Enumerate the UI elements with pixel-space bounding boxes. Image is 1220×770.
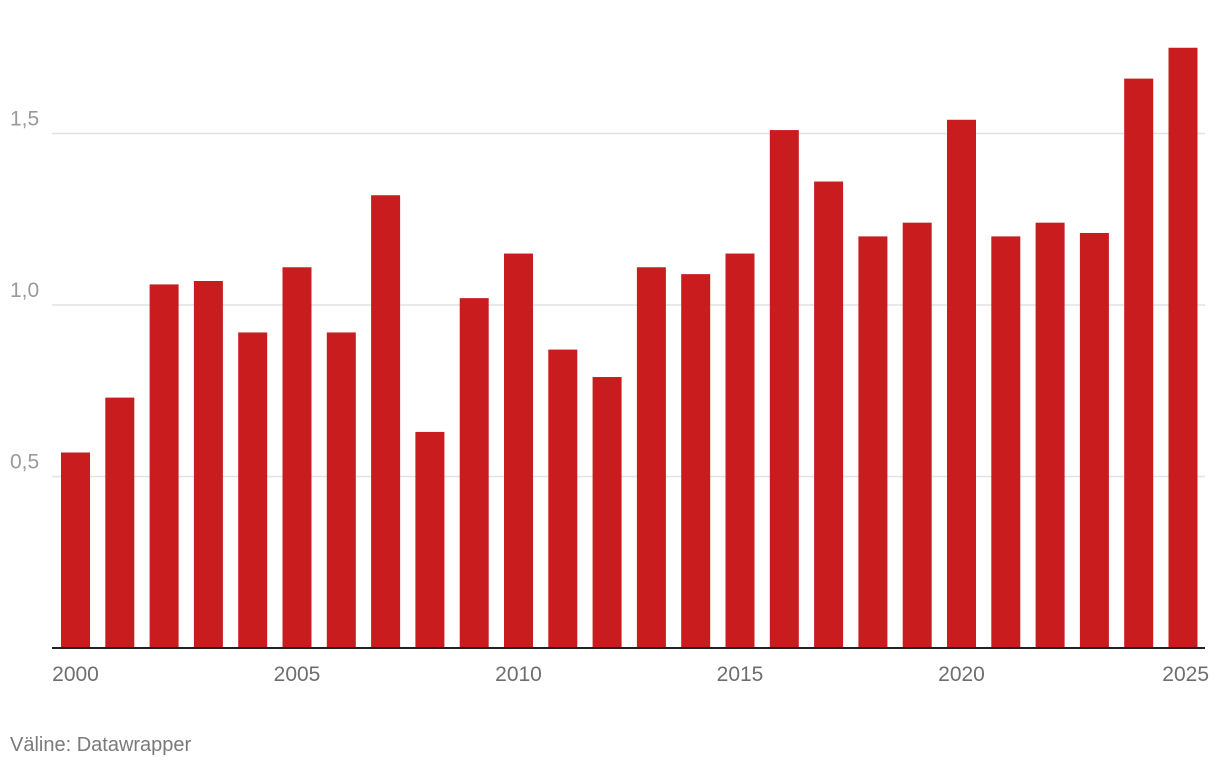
bar bbox=[371, 195, 401, 649]
x-tick-label: 2020 bbox=[938, 663, 985, 686]
x-tick-label: 2015 bbox=[717, 663, 764, 686]
bar bbox=[105, 397, 135, 648]
bar bbox=[1035, 222, 1065, 648]
bar bbox=[1168, 47, 1198, 648]
x-tick-label: 2005 bbox=[274, 663, 321, 686]
y-tick-label: 1,0 bbox=[10, 279, 39, 302]
bar bbox=[814, 181, 844, 648]
bar bbox=[149, 284, 179, 648]
bar bbox=[592, 377, 622, 648]
bar bbox=[459, 298, 489, 648]
bar bbox=[725, 253, 755, 649]
bar bbox=[282, 267, 312, 648]
x-tick-label: 2000 bbox=[52, 663, 99, 686]
bar bbox=[636, 267, 666, 648]
bar bbox=[858, 236, 888, 648]
bar bbox=[1079, 232, 1109, 648]
bar bbox=[1124, 78, 1154, 649]
bar-chart: 0,5 1,0 1,5 2000 2005 2010 2015 2020 2025 bbox=[10, 47, 1209, 686]
bar bbox=[193, 280, 223, 648]
bar bbox=[947, 119, 976, 648]
x-tick-label: 2010 bbox=[495, 663, 542, 686]
y-tick-label: 0,5 bbox=[10, 451, 39, 474]
y-tick-label: 1,5 bbox=[10, 108, 39, 131]
bar bbox=[61, 452, 90, 648]
source-note: Väline: Datawrapper bbox=[10, 734, 192, 756]
x-tick-label: 2025 bbox=[1162, 663, 1209, 686]
bar bbox=[681, 274, 711, 648]
bar bbox=[902, 222, 932, 648]
bar bbox=[238, 332, 268, 648]
bar bbox=[548, 349, 578, 648]
bar bbox=[326, 332, 356, 648]
bar bbox=[504, 253, 533, 649]
bar bbox=[991, 236, 1021, 648]
bar bbox=[415, 431, 445, 648]
bar bbox=[769, 130, 799, 648]
